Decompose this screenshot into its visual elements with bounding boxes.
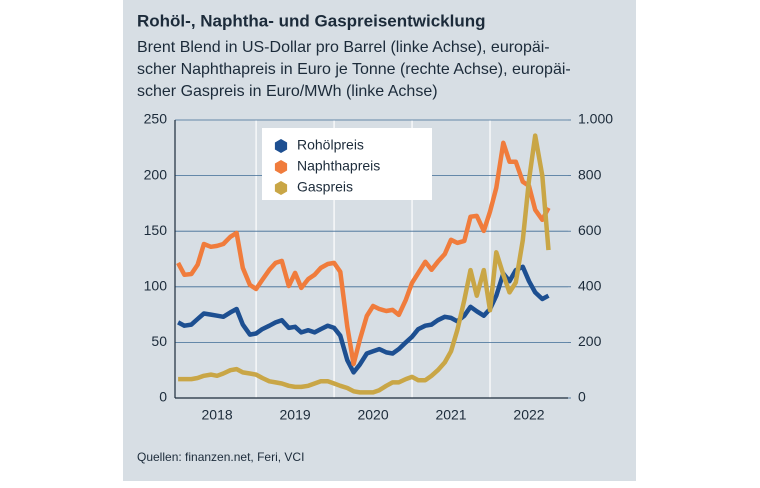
y-tick-label: 100 [144, 278, 168, 294]
legend-marker [274, 181, 288, 195]
y-tick-label: 0 [159, 389, 167, 405]
legend-label: Gaspreis [297, 179, 353, 195]
y2-tick-label: 600 [578, 222, 602, 238]
series-line [178, 133, 551, 395]
legend-marker [274, 160, 288, 174]
lines [176, 133, 551, 395]
series-line [176, 140, 551, 367]
subtitle: Brent Blend in US-Dollar pro Barrel (lin… [137, 39, 550, 56]
y2-tick-label: 200 [578, 333, 602, 349]
y-tick-label: 250 [144, 111, 168, 127]
y2-tick-label: 400 [578, 278, 602, 294]
x-tick-label: 2020 [357, 407, 388, 423]
subtitle: scher Naphthapreis in Euro je Tonne (rec… [137, 61, 571, 78]
legend-label: Rohölpreis [297, 137, 364, 153]
y-tick-label: 50 [151, 333, 167, 349]
legend-box [262, 128, 432, 200]
y2-tick-label: 1.000 [578, 111, 613, 127]
x-tick-label: 2018 [202, 407, 233, 423]
legend-label: Naphthapreis [297, 158, 380, 174]
chart-title: Rohöl-, Naphtha- und Gaspreisentwicklung [137, 11, 486, 30]
legend-marker [274, 139, 288, 153]
panel [123, 0, 636, 481]
x-tick-label: 2021 [435, 407, 466, 423]
y2-tick-label: 0 [578, 389, 586, 405]
y-tick-label: 150 [144, 222, 168, 238]
x-tick-label: 2019 [280, 407, 311, 423]
series-line [177, 264, 550, 375]
source: Quellen: finanzen.net, Feri, VCI [137, 450, 304, 464]
subtitle: scher Gaspreis in Euro/MWh (linke Achse) [137, 83, 438, 100]
legend: Rohölpreis Naphthapreis Gaspreis [262, 128, 432, 200]
y-tick-label: 200 [144, 166, 168, 182]
x-tick-label: 2022 [513, 407, 544, 423]
y2-tick-label: 800 [578, 166, 602, 182]
